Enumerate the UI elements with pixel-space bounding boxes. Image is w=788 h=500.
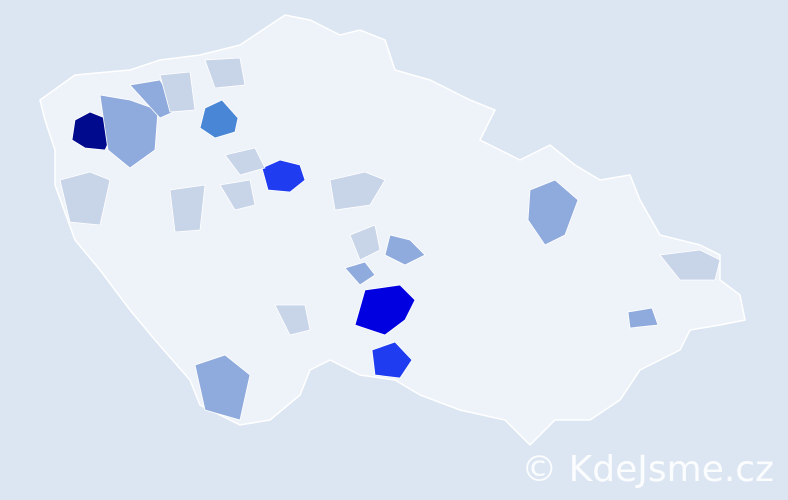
region-level_2 [344,261,376,286]
region-level_2 [194,354,251,421]
region-level_1 [329,171,386,211]
region-level_2 [384,234,426,266]
region-level_1 [349,224,381,261]
region-level_2 [99,94,159,169]
region-level_1 [224,147,266,176]
region-level_2 [527,179,579,246]
region-level_1 [274,304,311,336]
region-level_1 [204,57,246,89]
region-level_2 [627,307,659,329]
region-level_1 [169,184,206,233]
region-level_1 [659,249,721,281]
region-level_3 [199,99,239,139]
region-level_1 [59,171,111,226]
region-level_1 [219,179,256,211]
country-outline [39,14,746,447]
region-level_4 [261,159,306,193]
region-level_5 [354,284,416,336]
watermark: © KdeJsme.cz [521,449,774,490]
region-level_1 [159,71,196,113]
region-level_4 [371,341,413,379]
